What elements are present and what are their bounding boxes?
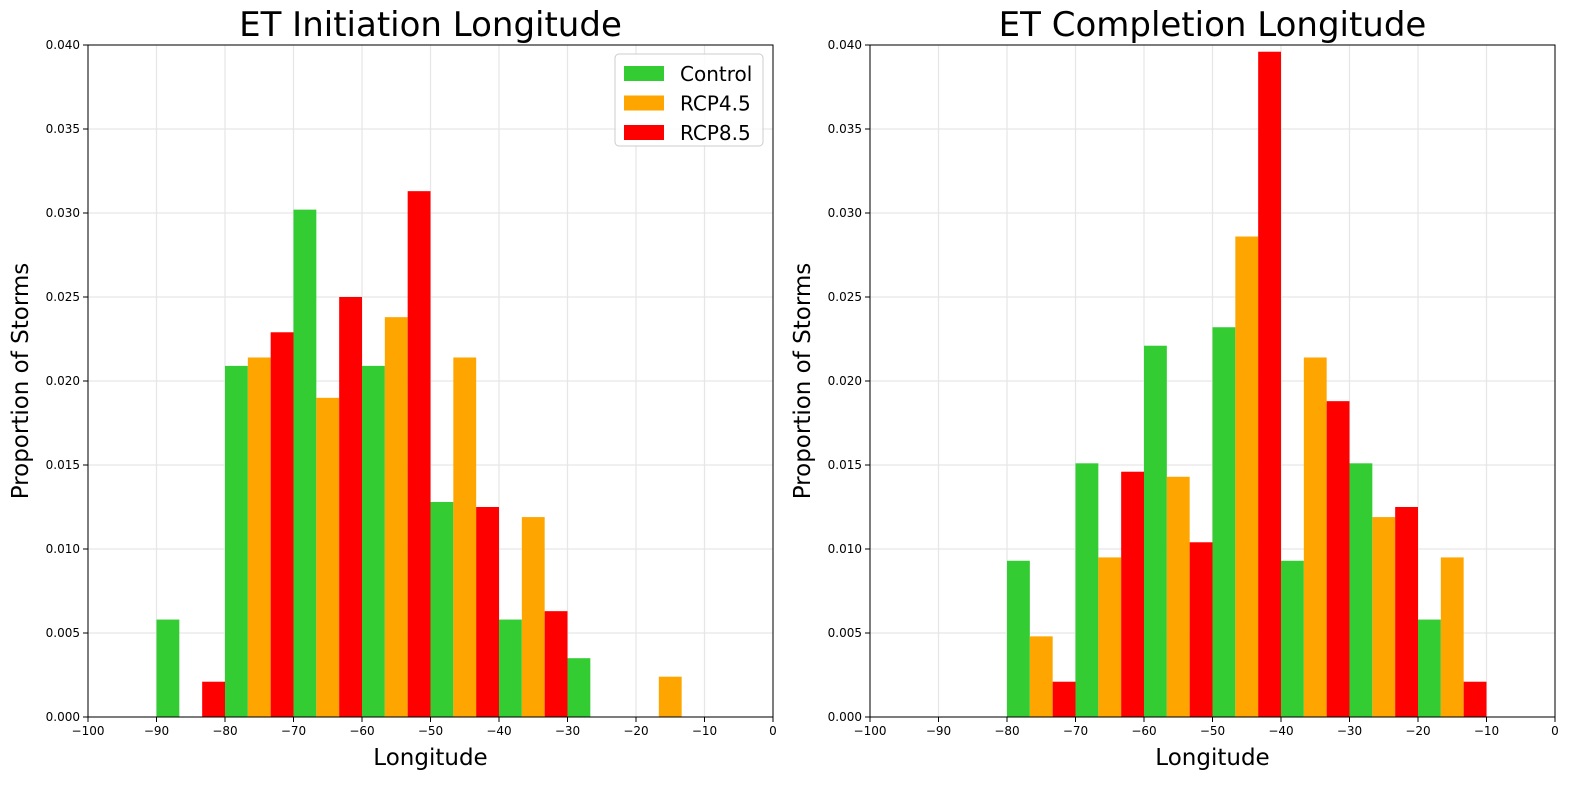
bar-control (499, 619, 522, 717)
x-tick-label: −30 (1337, 724, 1362, 738)
y-axis-label: Proportion of Storms (790, 263, 816, 500)
legend-label: RCP8.5 (680, 121, 751, 145)
bar-control (156, 619, 180, 717)
bar-rcp4-5 (384, 317, 408, 717)
bar-control (1075, 463, 1099, 717)
x-tick-label: −40 (1268, 724, 1293, 738)
x-tick-label: −10 (692, 724, 717, 738)
bar-rcp4-5 (453, 357, 477, 717)
bar-control (362, 365, 385, 717)
bar-control (1144, 345, 1167, 717)
chart-panel-1: −100 −90 −80 −70 −60 −50 −40 −30 −20 −10 00.0000.0… (8, 5, 777, 771)
y-tick-label: 0.010 (46, 542, 80, 556)
bar-control (1281, 560, 1304, 717)
legend-swatch (624, 95, 664, 111)
y-tick-label: 0.005 (828, 626, 862, 640)
bar-rcp4-5 (1166, 476, 1190, 717)
y-tick-label: 0.015 (46, 458, 80, 472)
bar-rcp8-5 (544, 611, 568, 717)
bar-rcp8-5 (1121, 471, 1144, 717)
bar-rcp4-5 (1303, 357, 1327, 717)
x-tick-label: −10 (1474, 724, 1499, 738)
bar-rcp4-5 (316, 397, 340, 717)
bar-control (225, 365, 248, 717)
y-tick-label: 0.040 (46, 38, 80, 52)
bar-control (1418, 619, 1441, 717)
bar-rcp4-5 (1098, 557, 1122, 717)
x-tick-label: −90 (926, 724, 951, 738)
y-tick-label: 0.025 (46, 290, 80, 304)
chart-panel-2: −100 −90 −80 −70 −60 −50 −40 −30 −20 −10 00.0000.0… (790, 5, 1559, 771)
bar-rcp8-5 (407, 191, 431, 717)
x-tick-label: 0 (1551, 724, 1559, 738)
y-tick-label: 0.025 (828, 290, 862, 304)
x-tick-label: −80 (994, 724, 1019, 738)
bar-rcp4-5 (658, 676, 682, 717)
bar-control (293, 209, 317, 717)
x-tick-label: −40 (486, 724, 511, 738)
y-tick-label: 0.035 (828, 122, 862, 136)
legend-label: RCP4.5 (680, 92, 751, 116)
y-tick-label: 0.020 (46, 374, 80, 388)
x-axis-label: Longitude (373, 745, 487, 771)
bar-control (1349, 463, 1373, 717)
y-tick-label: 0.010 (828, 542, 862, 556)
y-axis-label: Proportion of Storms (8, 263, 34, 500)
y-tick-label: 0.035 (46, 122, 80, 136)
x-axis-label: Longitude (1155, 745, 1269, 771)
chart-title: ET Completion Longitude (999, 5, 1427, 45)
legend-swatch (624, 66, 664, 81)
legend: Control RCP4.5 RCP8.5 (614, 53, 764, 147)
bar-rcp4-5 (1029, 636, 1053, 717)
bar-rcp8-5 (1463, 681, 1487, 717)
x-tick-label: −20 (1405, 724, 1430, 738)
bar-rcp4-5 (1372, 517, 1396, 717)
x-tick-label: −70 (281, 724, 306, 738)
x-tick-label: −80 (212, 724, 237, 738)
bar-rcp4-5 (521, 517, 545, 717)
chart-title: ET Initiation Longitude (239, 5, 622, 45)
x-tick-label: −50 (1200, 724, 1225, 738)
bar-rcp8-5 (1395, 507, 1418, 717)
x-tick-label: −100 (72, 724, 105, 738)
bar-control (430, 501, 454, 717)
x-tick-label: −20 (623, 724, 648, 738)
y-tick-label: 0.030 (828, 206, 862, 220)
bar-rcp8-5 (1189, 542, 1213, 717)
y-tick-label: 0.005 (46, 626, 80, 640)
bar-rcp8-5 (1326, 401, 1350, 717)
y-tick-label: 0.000 (46, 710, 80, 724)
bar-rcp8-5 (476, 507, 499, 717)
x-tick-label: −30 (555, 724, 580, 738)
x-tick-label: −70 (1063, 724, 1088, 738)
bar-rcp4-5 (1235, 236, 1259, 717)
bar-rcp8-5 (202, 681, 225, 717)
y-tick-label: 0.020 (828, 374, 862, 388)
bar-rcp4-5 (247, 357, 271, 717)
bar-rcp8-5 (339, 297, 362, 717)
x-tick-label: −60 (1131, 724, 1156, 738)
legend-swatch (624, 125, 664, 140)
y-tick-label: 0.000 (828, 710, 862, 724)
bar-rcp8-5 (1258, 51, 1281, 718)
bar-control (567, 658, 591, 717)
y-tick-label: 0.040 (828, 38, 862, 52)
x-tick-label: −100 (854, 724, 887, 738)
x-tick-label: −90 (144, 724, 169, 738)
x-tick-label: −50 (418, 724, 443, 738)
x-tick-label: 0 (769, 724, 777, 738)
bar-rcp8-5 (270, 332, 294, 717)
bar-rcp8-5 (1052, 681, 1076, 717)
bar-control (1212, 327, 1236, 717)
bar-control (1007, 560, 1030, 717)
x-tick-label: −60 (349, 724, 374, 738)
y-tick-label: 0.015 (828, 458, 862, 472)
legend-label: Control (680, 62, 752, 86)
bar-rcp4-5 (1440, 557, 1464, 717)
y-tick-label: 0.030 (46, 206, 80, 220)
